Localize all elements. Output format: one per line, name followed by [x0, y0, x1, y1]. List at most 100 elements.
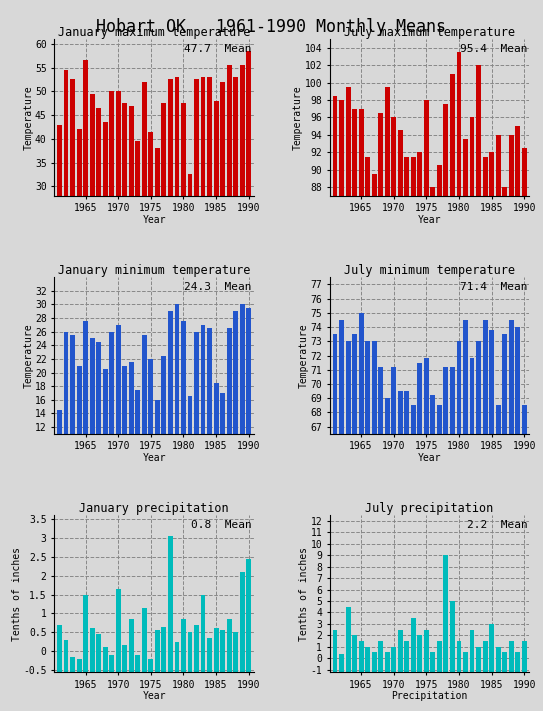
- Bar: [103, 122, 108, 196]
- Bar: [240, 572, 245, 672]
- Bar: [405, 641, 409, 672]
- Bar: [489, 624, 494, 672]
- Bar: [385, 398, 390, 434]
- Bar: [148, 359, 153, 434]
- Bar: [424, 100, 429, 196]
- Bar: [200, 77, 205, 196]
- Bar: [247, 308, 251, 434]
- Bar: [233, 77, 238, 196]
- Bar: [463, 320, 468, 434]
- Bar: [431, 187, 435, 196]
- Bar: [437, 405, 442, 434]
- Title: January precipitation: January precipitation: [79, 502, 229, 515]
- Text: 2.2  Mean: 2.2 Mean: [466, 520, 527, 530]
- Bar: [57, 124, 62, 196]
- Bar: [64, 331, 68, 434]
- Y-axis label: Tenths of inches: Tenths of inches: [299, 547, 309, 641]
- Bar: [83, 60, 88, 196]
- Bar: [70, 657, 75, 672]
- Bar: [372, 653, 377, 672]
- Bar: [96, 342, 101, 434]
- Bar: [392, 117, 396, 196]
- Bar: [83, 321, 88, 434]
- Bar: [424, 630, 429, 672]
- Bar: [116, 325, 121, 434]
- Bar: [181, 103, 186, 196]
- Bar: [444, 555, 449, 672]
- Bar: [187, 174, 192, 196]
- Bar: [339, 320, 344, 434]
- Bar: [233, 632, 238, 672]
- Bar: [168, 536, 173, 672]
- Bar: [476, 341, 481, 434]
- Bar: [220, 631, 225, 672]
- Bar: [96, 634, 101, 672]
- Text: 0.8  Mean: 0.8 Mean: [191, 520, 252, 530]
- Bar: [457, 641, 462, 672]
- Bar: [220, 82, 225, 196]
- Bar: [444, 105, 449, 196]
- Bar: [378, 113, 383, 196]
- Bar: [411, 618, 416, 672]
- Bar: [431, 653, 435, 672]
- Bar: [213, 383, 218, 434]
- Bar: [148, 658, 153, 672]
- Bar: [168, 311, 173, 434]
- Bar: [424, 358, 429, 434]
- Bar: [345, 606, 350, 672]
- Bar: [220, 393, 225, 434]
- Bar: [418, 636, 422, 672]
- Bar: [398, 630, 403, 672]
- Text: 24.3  Mean: 24.3 Mean: [185, 282, 252, 292]
- Bar: [103, 369, 108, 434]
- Bar: [135, 655, 140, 672]
- Bar: [70, 80, 75, 196]
- Bar: [233, 311, 238, 434]
- Bar: [359, 109, 364, 196]
- Bar: [207, 638, 212, 672]
- Bar: [90, 629, 94, 672]
- Bar: [161, 103, 166, 196]
- Bar: [365, 647, 370, 672]
- Bar: [174, 77, 179, 196]
- Bar: [352, 109, 357, 196]
- X-axis label: Year: Year: [142, 215, 166, 225]
- Bar: [457, 341, 462, 434]
- Bar: [332, 334, 337, 434]
- Bar: [365, 341, 370, 434]
- Bar: [161, 356, 166, 434]
- Title: July maximum temperature: July maximum temperature: [344, 26, 515, 39]
- Bar: [142, 335, 147, 434]
- Bar: [431, 395, 435, 434]
- Bar: [392, 647, 396, 672]
- Bar: [489, 330, 494, 434]
- Bar: [142, 608, 147, 672]
- X-axis label: Year: Year: [418, 453, 441, 463]
- Bar: [378, 641, 383, 672]
- Bar: [155, 149, 160, 196]
- Bar: [502, 653, 507, 672]
- Y-axis label: Temperature: Temperature: [23, 85, 34, 150]
- Bar: [240, 65, 245, 196]
- Bar: [207, 77, 212, 196]
- Bar: [522, 148, 527, 196]
- Bar: [372, 341, 377, 434]
- X-axis label: Year: Year: [142, 691, 166, 701]
- Bar: [148, 132, 153, 196]
- Bar: [122, 646, 127, 672]
- Bar: [476, 65, 481, 196]
- Bar: [168, 80, 173, 196]
- Bar: [509, 320, 514, 434]
- Bar: [332, 96, 337, 196]
- Bar: [470, 630, 475, 672]
- Bar: [398, 391, 403, 434]
- Bar: [345, 341, 350, 434]
- Bar: [77, 365, 81, 434]
- Bar: [116, 91, 121, 196]
- Bar: [135, 141, 140, 196]
- Bar: [444, 367, 449, 434]
- Bar: [463, 653, 468, 672]
- Text: 47.7  Mean: 47.7 Mean: [185, 44, 252, 54]
- Bar: [450, 367, 455, 434]
- Bar: [57, 410, 62, 434]
